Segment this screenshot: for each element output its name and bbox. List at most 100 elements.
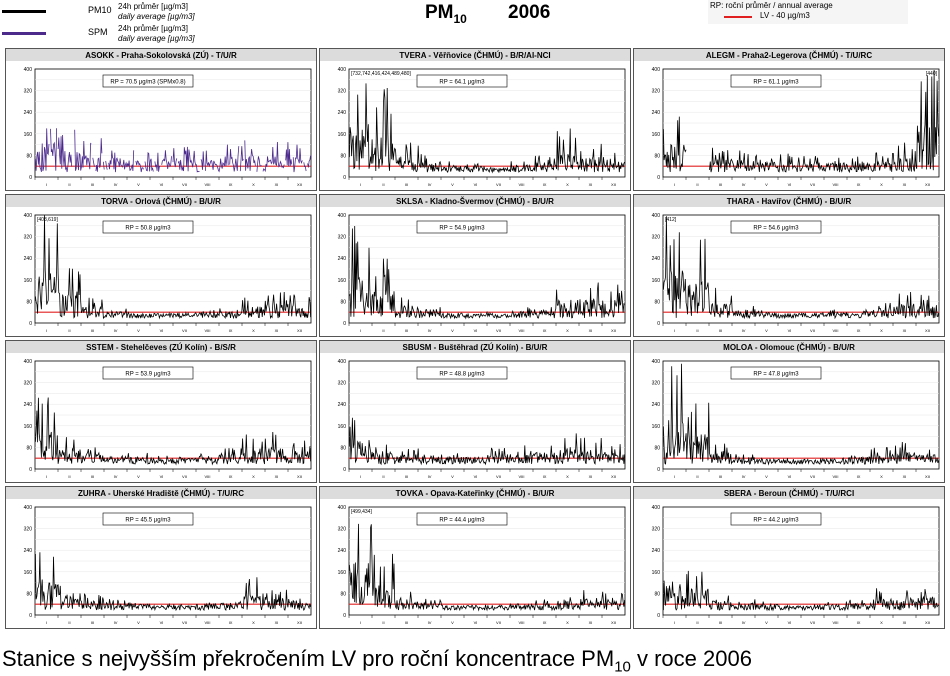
- series-line: [35, 128, 311, 173]
- x-tick-label: IX: [543, 620, 547, 625]
- x-tick-label: XII: [611, 328, 616, 333]
- x-tick-label: IX: [229, 182, 233, 187]
- station-chart: SKLSA - Kladno-Švermov (ČHMÚ) - B/U/R 0 80…: [319, 194, 631, 337]
- y-tick-label: 240: [652, 548, 661, 554]
- x-tick-label: X: [566, 620, 569, 625]
- x-tick-label: V: [451, 620, 454, 625]
- x-tick-label: VI: [160, 474, 164, 479]
- x-tick-label: V: [137, 328, 140, 333]
- rp-box: [730, 74, 822, 88]
- lv-label: LV - 40 µg/m3: [760, 11, 810, 20]
- series-line: [349, 523, 625, 612]
- station-chart: MOLOA - Olomouc (ČHMÚ) - B/U/R 0 80 160 240 3…: [633, 340, 945, 483]
- x-tick-label: VI: [474, 620, 478, 625]
- y-tick-label: 240: [652, 110, 661, 116]
- x-tick-label: II: [696, 182, 698, 187]
- x-tick-label: VI: [788, 328, 792, 333]
- chart-panel: SKLSA - Kladno-Švermov (ČHMÚ) - B/U/R 0 80…: [319, 194, 631, 337]
- y-tick-label: 0: [29, 613, 32, 619]
- x-tick-label: VI: [788, 620, 792, 625]
- x-tick-label: X: [880, 328, 883, 333]
- y-tick-label: 320: [24, 235, 33, 241]
- rp-box: [102, 512, 194, 526]
- y-tick-label: 0: [657, 321, 660, 327]
- chart-title: SBERA - Beroun (ČHMÚ) - T/U/RCI: [724, 489, 854, 498]
- y-tick-label: 320: [652, 381, 661, 387]
- y-tick-label: 160: [652, 278, 661, 284]
- chart-title: TOVKA - Opava-Kateřinky (ČHMÚ) - B/U/R: [396, 489, 555, 498]
- y-tick-label: 400: [338, 67, 347, 73]
- station-chart: SSTEM - Stehelčeves (ZÚ Kolín) - B/S/R 0 8…: [5, 340, 317, 483]
- x-tick-label: II: [68, 182, 70, 187]
- y-tick-label: 320: [24, 381, 33, 387]
- x-tick-label: IV: [742, 328, 746, 333]
- y-tick-label: 80: [26, 591, 32, 597]
- overflow-label: [499,434]: [351, 509, 372, 515]
- x-tick-label: XII: [611, 474, 616, 479]
- x-tick-label: VIII: [204, 328, 210, 333]
- x-tick-label: X: [566, 474, 569, 479]
- series-line: [663, 570, 939, 612]
- x-tick-label: VIII: [518, 182, 524, 187]
- x-tick-label: V: [451, 474, 454, 479]
- title-bar: [320, 49, 630, 61]
- header: PM10 24h průměr [µg/m3] daily average [µ…: [0, 0, 950, 46]
- rp-label: RP = 70.5 µg/m3 (SPMx0.8): [110, 80, 185, 86]
- chart-panel: ASOKK - Praha-Sokolovská (ZÚ) - T/U/R 0 80…: [5, 48, 317, 191]
- x-tick-label: IX: [857, 182, 861, 187]
- x-tick-label: IV: [428, 328, 432, 333]
- rp-box: [416, 366, 508, 380]
- overflow-label: [408,619]: [37, 217, 58, 223]
- y-tick-label: 240: [24, 256, 33, 262]
- panel-frame: [5, 340, 317, 483]
- rp-box: [416, 512, 508, 526]
- x-tick-label: IX: [857, 620, 861, 625]
- x-tick-label: II: [382, 182, 384, 187]
- y-tick-label: 400: [652, 359, 661, 365]
- y-tick-label: 320: [338, 381, 347, 387]
- x-tick-label: II: [68, 328, 70, 333]
- y-tick-label: 240: [652, 256, 661, 262]
- x-tick-label: VII: [810, 182, 815, 187]
- y-tick-label: 80: [26, 299, 32, 305]
- chart-title: ZUHRA - Uherské Hradiště (ČHMÚ) - T/U/RC: [78, 489, 244, 498]
- x-tick-label: VII: [496, 620, 501, 625]
- x-tick-label: VI: [474, 474, 478, 479]
- rp-label: RP = 44.2 µg/m3: [753, 518, 799, 524]
- x-tick-label: IV: [742, 474, 746, 479]
- x-tick-label: XI: [589, 328, 593, 333]
- y-tick-label: 240: [24, 402, 33, 408]
- x-tick-label: IX: [229, 328, 233, 333]
- y-tick-label: 80: [654, 299, 660, 305]
- x-tick-label: VIII: [832, 182, 838, 187]
- x-tick-label: II: [68, 620, 70, 625]
- x-tick-label: XII: [925, 328, 930, 333]
- chart-panel: SBUSM - Buštěhrad (ZÚ Kolín) - B/U/R 0 80 1…: [319, 340, 631, 483]
- x-tick-label: III: [719, 328, 722, 333]
- x-tick-label: I: [360, 328, 361, 333]
- y-tick-label: 160: [338, 278, 347, 284]
- x-tick-label: VII: [496, 328, 501, 333]
- series-line: [35, 397, 311, 466]
- chart-panel: TOVKA - Opava-Kateřinky (ČHMÚ) - B/U/R 0 8…: [319, 486, 631, 629]
- x-tick-label: IX: [543, 474, 547, 479]
- x-tick-label: IX: [229, 620, 233, 625]
- x-tick-label: VI: [160, 182, 164, 187]
- y-tick-label: 0: [343, 321, 346, 327]
- y-tick-label: 240: [24, 548, 33, 554]
- x-tick-label: IX: [543, 182, 547, 187]
- x-tick-label: II: [382, 474, 384, 479]
- legend-right: RP: roční průměr / annual average LV - 4…: [708, 0, 908, 24]
- title-subscript: 10: [453, 11, 467, 26]
- x-tick-label: IV: [114, 474, 118, 479]
- chart-panel: TORVA - Orlová (ČHMÚ) - B/U/R 0 80 160 240 32…: [5, 194, 317, 337]
- chart-panel: ALEGM - Praha2-Legerova (ČHMÚ) - T/U/RC 0…: [633, 48, 945, 191]
- y-tick-label: 400: [24, 67, 33, 73]
- rp-label: RP = 48.8 µg/m3: [439, 372, 485, 378]
- y-tick-label: 320: [652, 89, 661, 95]
- x-tick-label: IX: [857, 328, 861, 333]
- series-line: [35, 552, 311, 612]
- title-main: PM: [425, 2, 454, 23]
- series-line: [663, 363, 939, 466]
- x-tick-label: VIII: [204, 182, 210, 187]
